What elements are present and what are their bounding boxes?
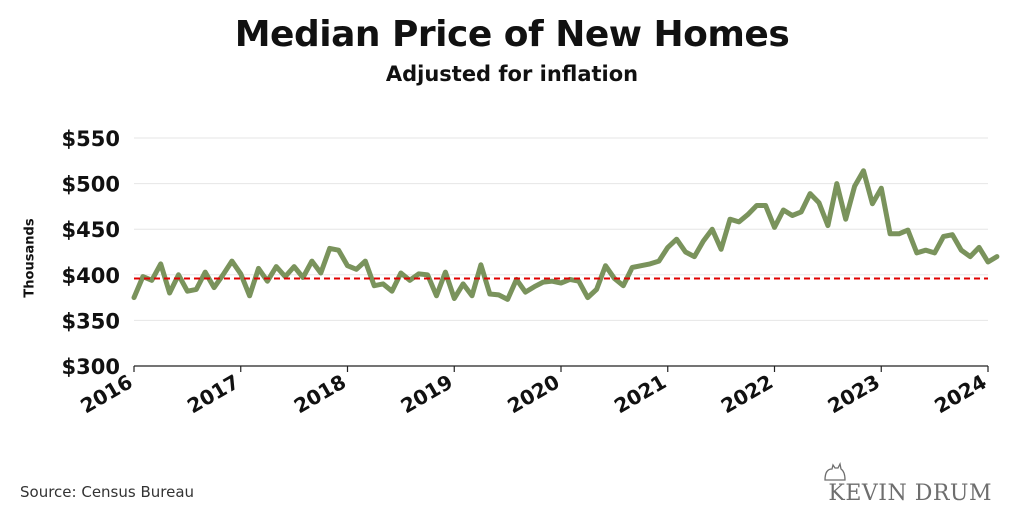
y-tick-label: $350: [62, 309, 120, 333]
y-tick-label: $300: [62, 355, 120, 379]
x-tick-label: 2024: [930, 370, 990, 419]
y-tick-label: $450: [62, 218, 120, 242]
y-tick-label: $500: [62, 173, 120, 197]
cat-icon: [824, 462, 847, 481]
gridlines: [134, 137, 988, 321]
x-tick-label: 2020: [503, 370, 563, 419]
brand-logo: KEVIN DRUM: [824, 462, 992, 506]
x-tick-label: 2021: [610, 370, 670, 419]
brand-name: KEVIN DRUM: [828, 481, 992, 506]
x-tick-label: 2019: [397, 370, 457, 419]
y-tick-labels: $300 $350 $400 $450 $500 $550: [62, 127, 120, 379]
x-axis: [133, 365, 989, 372]
series-layer: [131, 168, 1000, 302]
x-tick-label: 2018: [290, 370, 350, 419]
source-note: Source: Census Bureau: [20, 483, 195, 501]
x-tick-label: 2022: [717, 370, 777, 419]
y-tick-label: $550: [62, 127, 120, 151]
y-tick-label: $400: [62, 264, 120, 288]
x-tick-labels: 2016 2017 2018 2019 2020 2021 2022 2023 2024: [76, 370, 990, 419]
x-tick-label: 2017: [183, 370, 243, 419]
series-line: [131, 168, 1000, 302]
x-tick-label: 2023: [824, 370, 884, 419]
chart-subtitle: Adjusted for inflation: [385, 62, 639, 86]
chart-title: Median Price of New Homes: [234, 14, 790, 55]
